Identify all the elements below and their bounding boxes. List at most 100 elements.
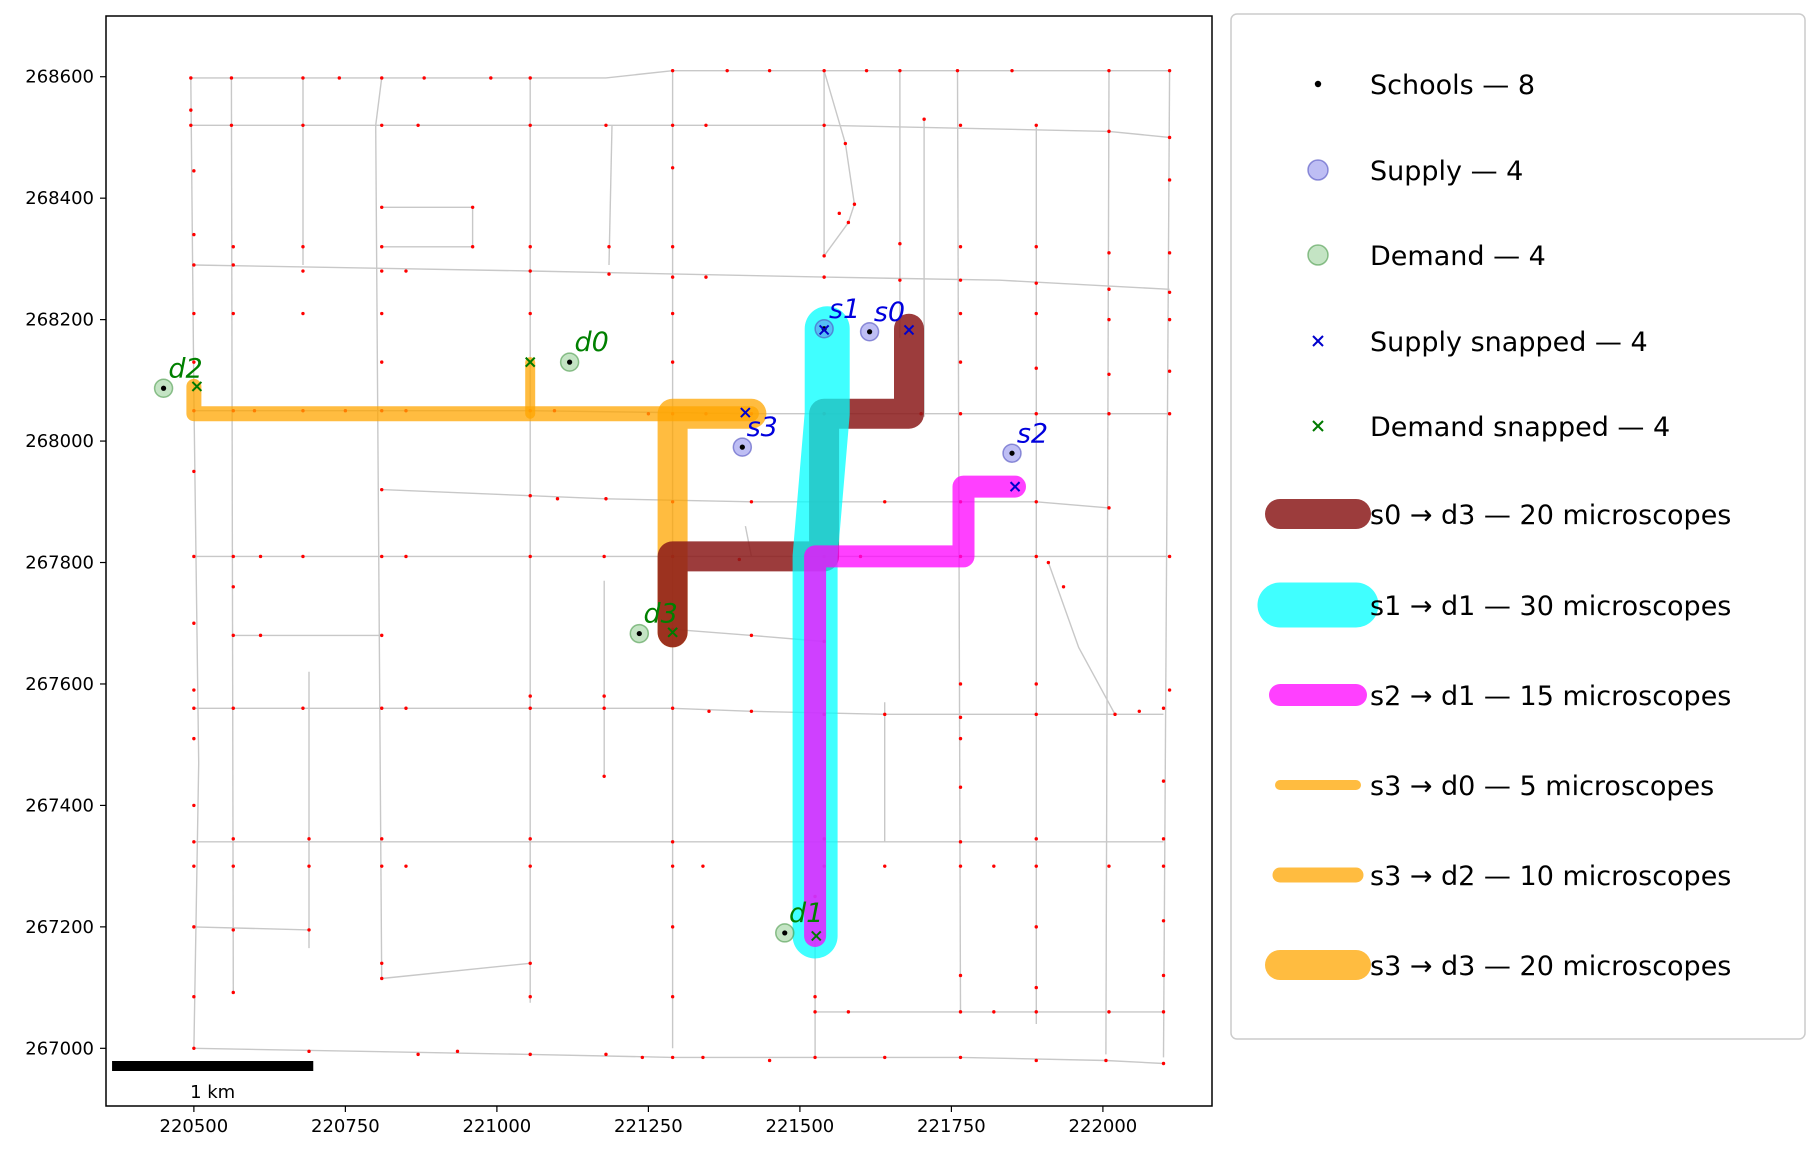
network-node (231, 245, 235, 249)
network-node (192, 554, 196, 559)
network-node (607, 245, 611, 249)
network-node (883, 1055, 887, 1060)
network-node (528, 706, 532, 710)
network-node (883, 864, 887, 868)
network-node (1046, 560, 1051, 565)
y-tick-label: 267200 (25, 917, 94, 938)
network-node (192, 232, 196, 237)
network-node (528, 123, 532, 128)
network-node (822, 68, 826, 73)
network-node (528, 269, 532, 273)
network-node (1161, 706, 1166, 710)
network-node (528, 1052, 532, 1057)
network-node (528, 837, 532, 841)
network-node (192, 864, 196, 868)
network-node (528, 245, 532, 249)
demand-legend-marker (1307, 244, 1329, 266)
network-node (1034, 1058, 1038, 1063)
street-segment (1047, 562, 1116, 715)
network-node (670, 994, 675, 999)
network-node (192, 263, 196, 267)
demand-snapped-marker (811, 930, 822, 942)
network-node (307, 837, 311, 841)
x-tick-label: 220750 (311, 1116, 380, 1137)
demand-snapped-marker (191, 381, 203, 392)
demand-label: d3 (644, 599, 678, 630)
network-node (670, 245, 675, 249)
network-node (604, 123, 608, 128)
network-node (192, 621, 196, 625)
network-node (231, 706, 235, 710)
network-node (380, 633, 384, 638)
x-tick-label: 221000 (463, 1116, 532, 1137)
street-segment (193, 926, 310, 931)
network-node (1034, 311, 1038, 316)
network-node (670, 1055, 675, 1060)
network-node (416, 1052, 420, 1057)
network-node (404, 706, 408, 710)
network-node (301, 554, 305, 559)
network-node (1161, 837, 1166, 841)
network-node (958, 311, 963, 316)
sites: s0 s1 s2 s3 d0 d1 d2 d3 (153, 294, 1048, 943)
network-node (958, 840, 963, 844)
x-tick-label: 221750 (917, 1116, 986, 1137)
network-node (192, 925, 196, 929)
network-node (1167, 68, 1172, 73)
network-node (602, 774, 606, 778)
street-segment (381, 206, 474, 248)
legend-item: s2 → d1 — 15 microscopes (1269, 681, 1731, 712)
network-node (231, 928, 235, 932)
network-node (380, 976, 384, 981)
network-node (883, 500, 887, 504)
demand-label: d2 (168, 353, 202, 384)
supply-label: s0 (874, 297, 905, 328)
network-node (640, 1055, 645, 1060)
network-node (1034, 837, 1038, 841)
network-node (1104, 1058, 1108, 1063)
network-node (1107, 68, 1111, 73)
demand-label: d0 (574, 327, 608, 358)
network-node (955, 68, 960, 73)
network-node (1167, 251, 1172, 255)
network-node (455, 1049, 460, 1054)
network-node (258, 633, 263, 638)
legend-item: Schools — 8 (1314, 70, 1535, 101)
legend-frame (1230, 13, 1806, 1040)
legend-item: Supply snapped — 4 (1312, 327, 1648, 358)
network-node (1167, 135, 1172, 140)
network-node (1167, 317, 1172, 322)
network-node (1107, 1010, 1111, 1014)
school-marker (567, 359, 573, 365)
network-node (1010, 68, 1014, 73)
network-node (229, 123, 234, 128)
network-node (1137, 709, 1141, 713)
network-node (380, 269, 384, 273)
street-segment (1105, 70, 1110, 1055)
school-marker (782, 930, 788, 936)
demand-label: d1 (789, 898, 823, 929)
supply-label: s2 (1017, 418, 1048, 449)
network-node (192, 736, 196, 741)
network-node (380, 245, 384, 249)
legend-item: Supply — 4 (1307, 156, 1523, 187)
network-node (470, 245, 475, 249)
network-node (555, 497, 560, 501)
network-node (1161, 864, 1166, 868)
network-node (767, 68, 772, 73)
x-tick-label: 221500 (766, 1116, 835, 1137)
network-node (380, 837, 384, 841)
network-node (958, 1010, 963, 1014)
legend-item: s1 → d1 — 30 microscopes (1257, 582, 1731, 628)
network-node (528, 961, 532, 965)
network-node (822, 254, 826, 258)
network-node (1161, 919, 1166, 923)
network-node (813, 1055, 817, 1060)
x-axis: 220500 220750 221000 221250 221500 221750 2220… (160, 1106, 1137, 1137)
x-tick-label: 221250 (614, 1116, 683, 1137)
network-node (1167, 688, 1172, 692)
legend-item: s3 → d2 — 10 microscopes (1272, 861, 1731, 892)
network-node (1107, 864, 1111, 868)
network-node (1161, 1061, 1166, 1066)
